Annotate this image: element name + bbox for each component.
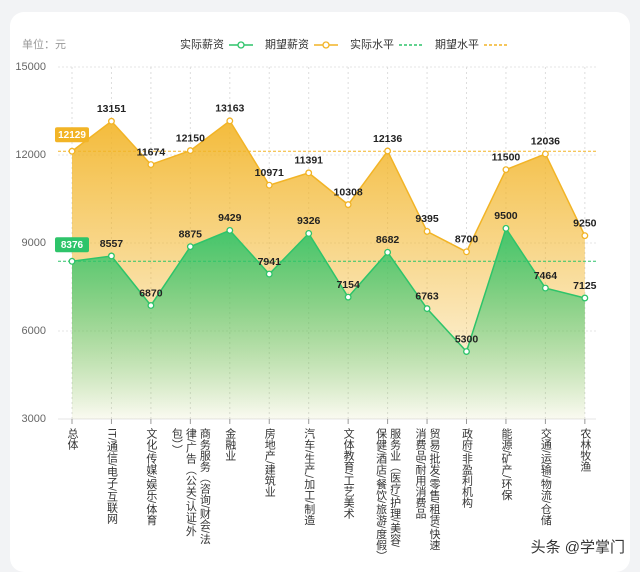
point — [541, 150, 549, 158]
point — [226, 226, 234, 234]
line — [71, 226, 586, 353]
point — [107, 117, 115, 125]
legend-label: 实际薪资 — [180, 37, 224, 51]
y-tick-label: 6000 — [22, 325, 46, 337]
data-label: 7464 — [534, 270, 558, 282]
unit-label: 单位：元 — [22, 37, 66, 51]
data-label: 9395 — [415, 213, 439, 225]
data-label: 5300 — [455, 333, 479, 345]
data-label: 9326 — [297, 215, 321, 227]
x-tick-label: 交通/运输/物流/仓储 — [539, 428, 552, 526]
data-label: 6763 — [415, 290, 439, 302]
point — [147, 302, 155, 309]
point — [502, 224, 510, 232]
y-tick-label: 15000 — [15, 61, 46, 73]
data-label: 13151 — [97, 103, 126, 115]
data-label: 12036 — [531, 136, 560, 148]
point — [541, 284, 549, 292]
point — [463, 348, 470, 355]
x-tick-label: 服务业（医疗/护理/美容/保健/酒店/餐饮/旅游/度假） — [374, 428, 401, 562]
data-label: 9429 — [218, 212, 242, 224]
point — [305, 169, 313, 177]
point — [68, 147, 76, 155]
x-tick-label: 能源/矿产/环保 — [499, 428, 512, 501]
label-box — [55, 237, 89, 253]
x-tick-label: 农林牧渔 — [578, 428, 591, 472]
x-tick-label: 政府/非盈利机构 — [460, 428, 473, 509]
y-tick-label: 9000 — [22, 237, 46, 249]
data-label: 12150 — [176, 132, 205, 144]
legend-dot — [322, 41, 330, 49]
point — [384, 147, 392, 155]
data-label: 8376 — [61, 240, 84, 251]
data-label: 9500 — [494, 210, 518, 222]
legend-label: 期望水平 — [435, 38, 479, 51]
data-label: 7154 — [336, 279, 360, 291]
point — [265, 181, 273, 189]
data-label: 10971 — [255, 167, 284, 179]
legend-dot — [237, 41, 245, 49]
x-tick-label: 金融业 — [223, 428, 236, 461]
x-tick-label: 总体 — [66, 428, 78, 450]
x-tick-label: 房地产/建筑业 — [263, 428, 276, 498]
data-label: 11391 — [294, 155, 323, 167]
data-label: 6870 — [139, 287, 163, 299]
point — [581, 294, 589, 302]
point — [68, 257, 76, 265]
point — [107, 252, 115, 260]
point — [423, 227, 431, 235]
x-tick-label: IT/通信/电子/互联网 — [105, 428, 118, 524]
point — [384, 248, 392, 256]
point — [502, 166, 510, 174]
data-label: 9250 — [573, 217, 597, 229]
data-label: 13163 — [215, 103, 244, 115]
data-label: 8875 — [179, 228, 203, 240]
x-tick-label: 贸易/批发/零售/租赁/快速消费品/耐用消费品 — [414, 428, 441, 551]
x-tick-label: 文化/传媒/娱乐/体育 — [144, 428, 157, 526]
point — [581, 232, 589, 240]
data-label: 12129 — [58, 130, 86, 141]
point — [186, 243, 194, 251]
point — [305, 229, 313, 237]
data-label: 12136 — [373, 133, 402, 145]
line — [71, 119, 586, 253]
legend-label: 实际水平 — [350, 37, 394, 51]
point — [463, 248, 470, 256]
data-label: 8682 — [376, 234, 400, 246]
y-tick-label: 3000 — [22, 413, 46, 425]
x-tick-label: 商务服务（咨询/财会/法律/广告（公关/认证/外包）） — [170, 428, 211, 545]
point — [423, 305, 431, 313]
point — [344, 293, 352, 301]
data-label: 8700 — [455, 234, 479, 246]
point — [147, 161, 155, 169]
legend-label: 期望薪资 — [265, 38, 309, 51]
point — [265, 270, 273, 278]
area — [72, 228, 585, 419]
data-label: 11674 — [137, 146, 166, 158]
data-label: 7941 — [258, 256, 282, 268]
x-tick-label: 汽车/生产/加工/制造 — [302, 428, 315, 526]
y-tick-label: 12000 — [15, 149, 46, 161]
data-label: 8557 — [100, 238, 124, 250]
data-label: 7125 — [573, 280, 597, 292]
point — [226, 117, 234, 125]
x-tick-label: 文体教育/工艺美术 — [342, 428, 355, 520]
label-box — [55, 127, 89, 143]
data-label: 10308 — [334, 186, 363, 198]
watermark: 头条 @学掌门 — [531, 539, 625, 556]
data-label: 11500 — [492, 151, 521, 163]
point — [344, 201, 352, 209]
point — [186, 147, 194, 155]
